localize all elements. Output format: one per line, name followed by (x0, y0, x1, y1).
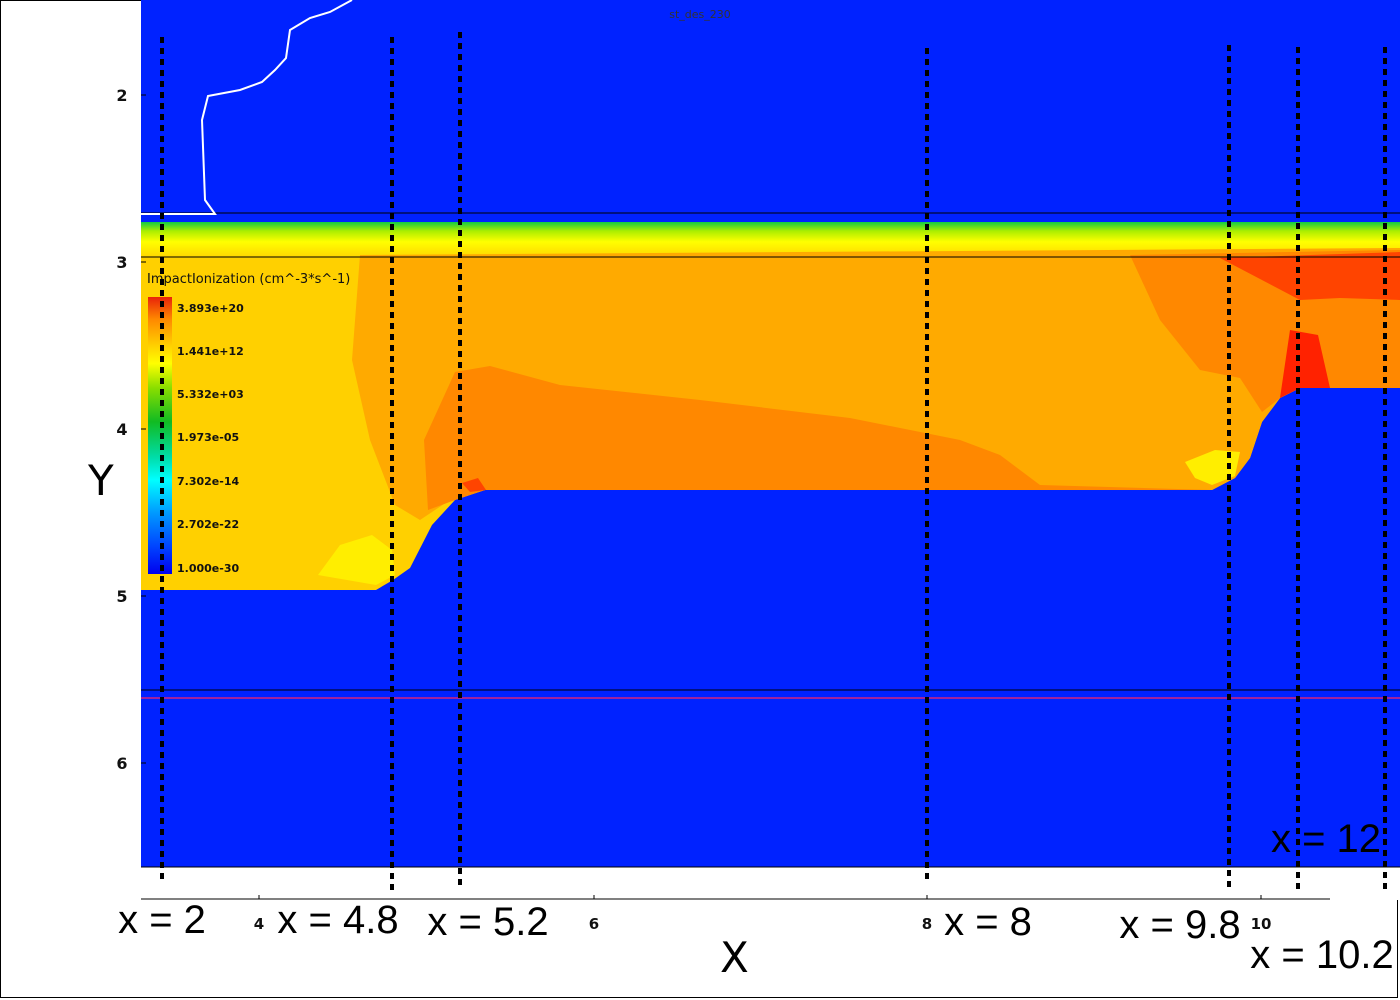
x-tick-label: 6 (589, 915, 599, 933)
cutline-label: x = 2 (118, 898, 206, 942)
contour-spot-red-left (462, 478, 486, 492)
contour-spot-yellow-left (318, 535, 395, 585)
plot-title: st_des_230 (669, 8, 731, 21)
colorbar-tick-label: 3.893e+20 (177, 302, 244, 315)
y-tick-label: 2 (116, 86, 127, 105)
colorbar-labels: 3.893e+20 1.441e+12 5.332e+03 1.973e-05 7.30… (177, 302, 244, 575)
cutline-label: x = 12 (1271, 817, 1381, 861)
x-ticks: 4 6 8 10 (254, 895, 1272, 933)
colorbar-tick-label: 5.332e+03 (177, 388, 244, 401)
cutline-label: x = 5.2 (427, 900, 548, 944)
cutline-label: x = 8 (944, 900, 1032, 944)
colorbar-tick-label: 2.702e-22 (177, 518, 239, 531)
y-tick-label: 5 (116, 587, 127, 606)
colorbar-tick-label: 1.973e-05 (177, 431, 239, 444)
colorbar-tick-label: 1.441e+12 (177, 345, 244, 358)
x-tick-label: 10 (1251, 915, 1272, 933)
y-axis-label: Y (87, 456, 114, 505)
cutline-label: x = 9.8 (1119, 903, 1240, 947)
y-tick-label: 4 (116, 420, 127, 439)
x-axis-label: X (720, 933, 749, 982)
x-tick-label: 8 (922, 915, 932, 933)
colorbar-title: ImpactIonization (cm^-3*s^-1) (147, 272, 350, 287)
y-tick-label: 6 (116, 754, 127, 773)
cutline-label: x = 4.8 (277, 898, 398, 942)
x-tick-label: 4 (254, 915, 264, 933)
contour-spot-yellow-right (1185, 450, 1240, 485)
white-contour-line (141, 0, 353, 215)
colorbar-tick-label: 1.000e-30 (177, 562, 239, 575)
contour-band-orange-dark (424, 366, 1212, 510)
y-ticks: 2 3 4 5 6 (116, 86, 146, 773)
cutlines: x = 2 x = 4.8 x = 5.2 x = 8 x = 9.8x = 10.2 x… (118, 32, 1394, 977)
contour-band-red (1220, 252, 1400, 300)
cutline-label: x = 10.2 (1250, 933, 1393, 977)
y-tick-label: 3 (116, 253, 127, 272)
plot-bottom-strip (141, 867, 1400, 900)
contour-hotspot-red (1280, 330, 1330, 398)
colorbar-tick-label: 7.302e-14 (177, 475, 239, 488)
